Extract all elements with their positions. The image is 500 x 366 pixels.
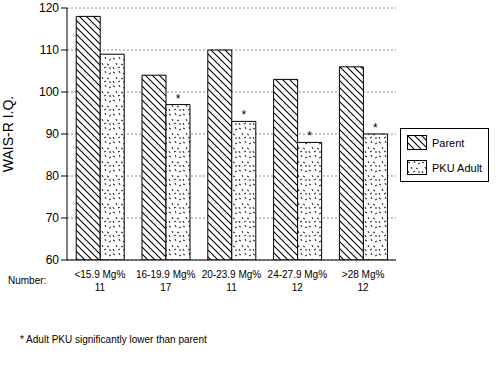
html-text:Number:: Number: bbox=[8, 275, 47, 286]
svg-text:24-27.9 Mg%: 24-27.9 Mg% bbox=[268, 269, 328, 280]
svg-text:*: * bbox=[307, 129, 312, 143]
svg-text:17: 17 bbox=[160, 282, 172, 293]
svg-text:20-23.9 Mg%: 20-23.9 Mg% bbox=[202, 269, 262, 280]
svg-text:100: 100 bbox=[39, 85, 59, 99]
svg-text:11: 11 bbox=[226, 282, 237, 293]
svg-text:16-19.9 Mg%: 16-19.9 Mg% bbox=[136, 269, 196, 280]
html-text:PKU Adult: PKU Adult bbox=[432, 161, 483, 174]
svg-text:60: 60 bbox=[46, 253, 60, 267]
svg-text:80: 80 bbox=[46, 169, 60, 183]
svg-text:70: 70 bbox=[46, 211, 60, 225]
svg-text:120: 120 bbox=[39, 1, 59, 15]
svg-text:110: 110 bbox=[40, 43, 59, 57]
svg-text:12: 12 bbox=[358, 282, 370, 293]
svg-text:12: 12 bbox=[292, 282, 304, 293]
svg-text:*: * bbox=[176, 92, 181, 106]
html-text:Parent: Parent bbox=[432, 136, 465, 149]
html-text:* Adult PKU significantly lowe: * Adult PKU significantly lower than par… bbox=[20, 334, 207, 345]
svg-text:>28 Mg%: >28 Mg% bbox=[342, 269, 385, 280]
svg-text:*: * bbox=[241, 108, 246, 122]
svg-text:11: 11 bbox=[95, 282, 106, 293]
svg-text:*: * bbox=[373, 121, 378, 135]
svg-text:90: 90 bbox=[46, 127, 60, 141]
svg-text:WAIS-R I.Q.: WAIS-R I.Q. bbox=[8, 96, 16, 172]
svg-text:<15.9 Mg%: <15.9 Mg% bbox=[74, 269, 125, 280]
